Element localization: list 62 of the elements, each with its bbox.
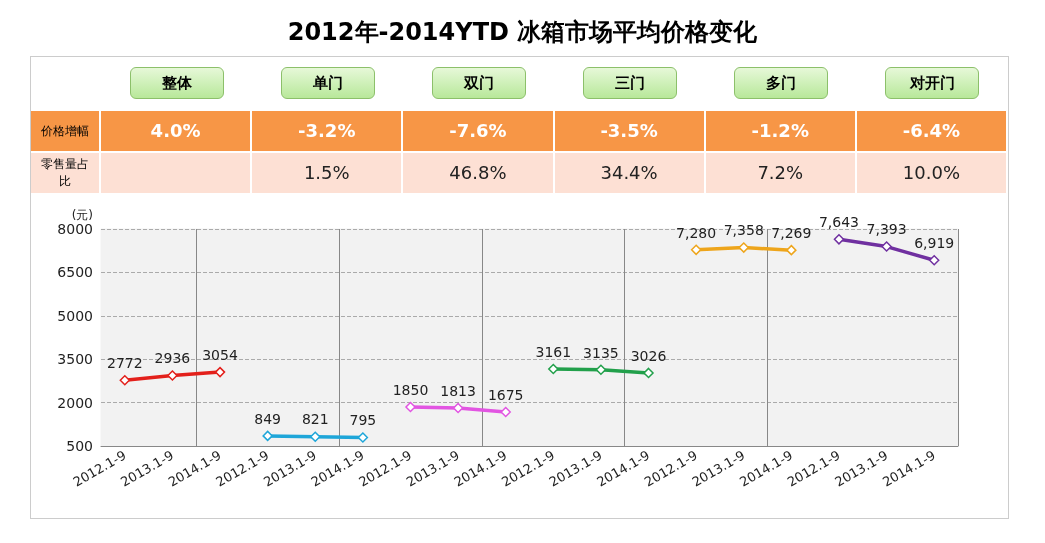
point <box>214 366 226 378</box>
data-label: 1.5% <box>252 153 404 193</box>
text: 2012年-2014YTD 冰箱市场平均价格变化 <box>286 17 759 48</box>
data-label: 7,280 <box>676 224 717 241</box>
data-label: 849 <box>254 410 282 427</box>
data-label: 1850 <box>392 381 429 398</box>
point <box>595 364 607 376</box>
data-label: 3135 <box>583 344 619 361</box>
y-tick-label: 6500 <box>57 264 93 281</box>
data-label: 6,919 <box>914 235 955 252</box>
category-label: 对开门 <box>885 67 980 99</box>
data-label: 821 <box>301 411 329 428</box>
point <box>167 370 178 381</box>
category-label: 整体 <box>129 67 224 99</box>
data-label: 10.0% <box>856 153 1008 193</box>
data-label: -3.2% <box>252 111 404 151</box>
series-label: 零售量占比 <box>31 153 101 193</box>
data-label: 7,358 <box>723 222 764 239</box>
point <box>310 431 321 442</box>
point <box>928 255 940 266</box>
data-label: 795 <box>349 412 377 429</box>
data-label: 1813 <box>440 382 476 399</box>
point <box>500 406 511 418</box>
data-label: 2772 <box>106 355 143 372</box>
y-tick-label: 3500 <box>57 351 93 368</box>
category-label: 多门 <box>734 67 829 99</box>
data-label: 7,643 <box>818 214 860 231</box>
data-label: 1675 <box>487 386 524 403</box>
data-label: -3.5% <box>554 111 706 151</box>
y-tick-label: 8000 <box>57 221 93 237</box>
data-label: 3054 <box>202 346 238 363</box>
category-label: 单门 <box>280 67 375 99</box>
point <box>119 375 131 386</box>
point <box>548 363 559 375</box>
data-label: 2936 <box>154 350 191 367</box>
point <box>881 241 892 252</box>
category-label: 双门 <box>431 67 526 99</box>
point <box>643 367 654 379</box>
point <box>452 402 464 414</box>
y-axis-title: (元) <box>71 208 93 222</box>
data-label: -1.2% <box>705 111 857 151</box>
point <box>786 244 797 256</box>
category-label: 三门 <box>583 67 678 99</box>
point <box>262 430 273 442</box>
data-label: 3161 <box>535 343 572 360</box>
data-label: -7.6% <box>403 111 555 151</box>
point <box>833 234 845 245</box>
data-label: 7,269 <box>771 224 812 241</box>
data-label: 46.8% <box>403 153 555 193</box>
data-label: -6.4% <box>856 111 1008 151</box>
point <box>405 401 416 413</box>
point <box>738 242 749 253</box>
point <box>690 244 702 256</box>
data-label: 7.2% <box>705 153 857 193</box>
data-label: 34.4% <box>554 153 706 193</box>
data-label: 4.0% <box>101 111 253 151</box>
y-tick-label: 2000 <box>57 394 93 411</box>
data-label: 3026 <box>630 347 667 364</box>
y-tick-label: 500 <box>66 438 93 454</box>
data-label: 7,393 <box>866 221 907 238</box>
y-tick-label: 5000 <box>57 307 93 324</box>
series-label: 价格增幅 <box>31 111 101 151</box>
